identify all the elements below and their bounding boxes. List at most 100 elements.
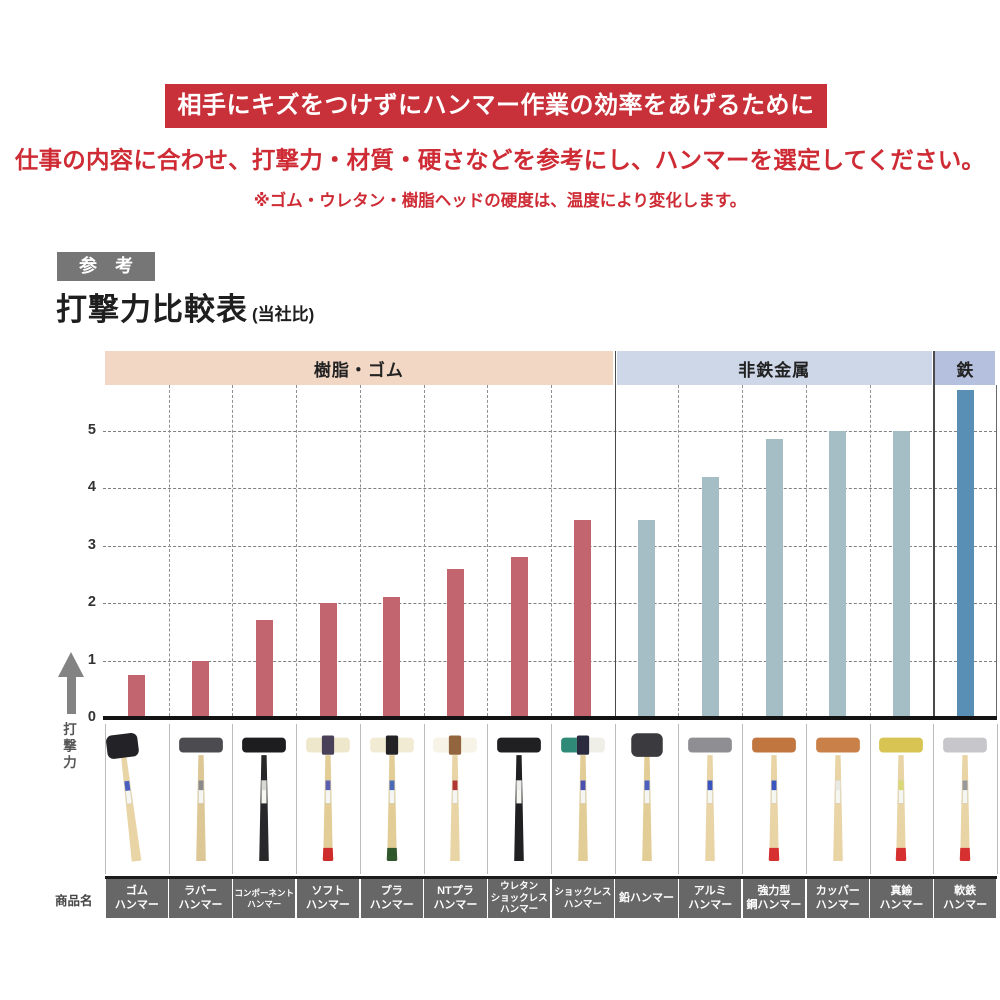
gridline-x-12: [869, 385, 871, 716]
hammer-image-urethane-shockless: [488, 724, 550, 874]
y-tick-label-1: 1: [87, 651, 96, 668]
hammer-cell-separator: [933, 724, 935, 874]
hammer-icon: [369, 735, 414, 861]
y-tick-label-2: 2: [87, 594, 96, 610]
hammer-image-copper: [807, 724, 869, 874]
selection-instruction: 仕事の内容に合わせ、打撃力・材質・硬さなどを参考にし、ハンマーを選定してください…: [14, 147, 986, 173]
product-name-urethane-shockless: ウレタン ショックレス ハンマー: [488, 879, 551, 918]
product-row-label: 商品名: [55, 894, 93, 908]
product-name-copper: カッパー ハンマー: [806, 879, 869, 918]
chart-title: 打撃力比較表 (当社比): [56, 284, 314, 329]
group-separator: [614, 351, 617, 720]
hammer-icon: [630, 733, 663, 861]
hammer-image-brass: [871, 724, 933, 874]
category-band-label: 樹脂・ゴム: [313, 360, 404, 380]
hammer-icon: [560, 735, 605, 861]
gridline-x-2: [232, 385, 234, 716]
hammer-image-nt-pla: [425, 724, 487, 874]
gridline-y-3: [103, 545, 997, 547]
hammer-image-lead: [616, 724, 678, 874]
hammer-image-power-steel: [743, 724, 805, 874]
hammer-icon: [106, 733, 142, 862]
y-tick-label-5: 5: [87, 421, 96, 438]
product-name-soft: ソフト ハンマー: [296, 879, 360, 918]
category-band-label: 非鉄金属: [738, 360, 811, 380]
hammer-image-pla: [361, 724, 423, 874]
zero-baseline: [103, 716, 997, 720]
product-name-brass: 真鍮 ハンマー: [870, 879, 933, 918]
chart-title-sub: (当社比): [252, 305, 315, 324]
hammer-icon: [879, 737, 924, 861]
hammer-cell-separator: [168, 724, 170, 874]
bar-pla: [383, 597, 401, 719]
gridline-x-11: [805, 385, 807, 716]
hammer-cell-separator: [805, 724, 807, 874]
bar-soft: [319, 603, 337, 718]
gridline-x-1: [168, 385, 170, 716]
bar-power-steel: [765, 439, 783, 718]
plot-right-border: [996, 385, 997, 720]
category-band-1: 非鉄金属: [616, 351, 932, 385]
chart-title-main: 打撃力比較表: [56, 292, 248, 327]
hammer-cell-separator: [997, 724, 998, 874]
category-band-0: 樹脂・ゴム: [105, 351, 613, 385]
bar-shockless: [574, 519, 592, 718]
hammer-icon: [178, 737, 223, 861]
product-name-component: コンポーネント ハンマー: [233, 879, 296, 918]
category-band-label: 鉄: [956, 360, 975, 380]
y-tick-label-3: 3: [87, 536, 96, 553]
hammer-cell-separator: [869, 724, 871, 874]
y-tick-label-0: 0: [87, 709, 96, 725]
hammer-cell-separator: [487, 724, 489, 874]
name-row-top-border: [105, 876, 997, 879]
gridline-y-4: [103, 488, 997, 489]
hammer-icon: [688, 737, 733, 861]
hammer-cell-separator: [551, 724, 552, 874]
gridline-x-6: [487, 385, 489, 716]
up-arrow-icon: [58, 652, 84, 677]
product-name-nt-pla: NTプラ ハンマー: [424, 879, 487, 918]
hammer-cell-separator: [105, 724, 106, 874]
bar-rubber: [192, 660, 210, 718]
gridline-y-2: [103, 603, 997, 604]
reference-badge: 参 考: [57, 252, 155, 281]
gridline-y-5: [103, 430, 997, 432]
hammer-image-gomu: [106, 724, 168, 874]
hammer-cell-separator: [359, 724, 361, 874]
hammer-icon: [433, 735, 478, 861]
product-name-rubber: ラバー ハンマー: [169, 879, 232, 918]
bar-brass: [892, 430, 910, 718]
bar-aluminum: [701, 476, 719, 718]
hammer-cell-separator: [232, 724, 234, 874]
bar-copper: [829, 430, 847, 718]
hammer-icon: [242, 737, 287, 861]
product-name-gomu: ゴム ハンマー: [105, 879, 168, 918]
gridline-x-3: [296, 385, 298, 716]
product-name-soft-iron: 軟鉄 ハンマー: [934, 879, 997, 918]
y-axis-label: 打撃力: [61, 722, 76, 772]
hammer-icon: [752, 737, 796, 861]
hammer-cell-separator: [678, 724, 680, 874]
category-band-2: 鉄: [935, 351, 996, 385]
y-tick-label-4: 4: [87, 479, 96, 495]
bar-soft-iron: [956, 390, 974, 719]
bar-nt-pla: [446, 568, 464, 718]
bar-component: [255, 620, 273, 719]
gridline-x-4: [359, 385, 361, 716]
hammer-image-soft: [297, 724, 359, 874]
hammer-image-aluminum: [679, 724, 741, 874]
hammer-image-soft-iron: [934, 724, 996, 874]
gridline-x-5: [423, 385, 425, 716]
hammer-cell-separator: [742, 724, 744, 874]
gridline-x-10: [742, 385, 744, 716]
hammer-icon: [306, 735, 350, 861]
bar-lead: [638, 519, 656, 718]
product-name-aluminum: アルミ ハンマー: [679, 879, 742, 918]
gridline-y-1: [103, 660, 997, 662]
hammer-cell-separator: [423, 724, 425, 874]
hammer-image-component: [233, 724, 295, 874]
header-banner: 相手にキズをつけずにハンマー作業の効率をあげるために: [165, 84, 827, 128]
hammer-cell-separator: [614, 724, 616, 874]
up-arrow-shaft: [67, 676, 76, 714]
